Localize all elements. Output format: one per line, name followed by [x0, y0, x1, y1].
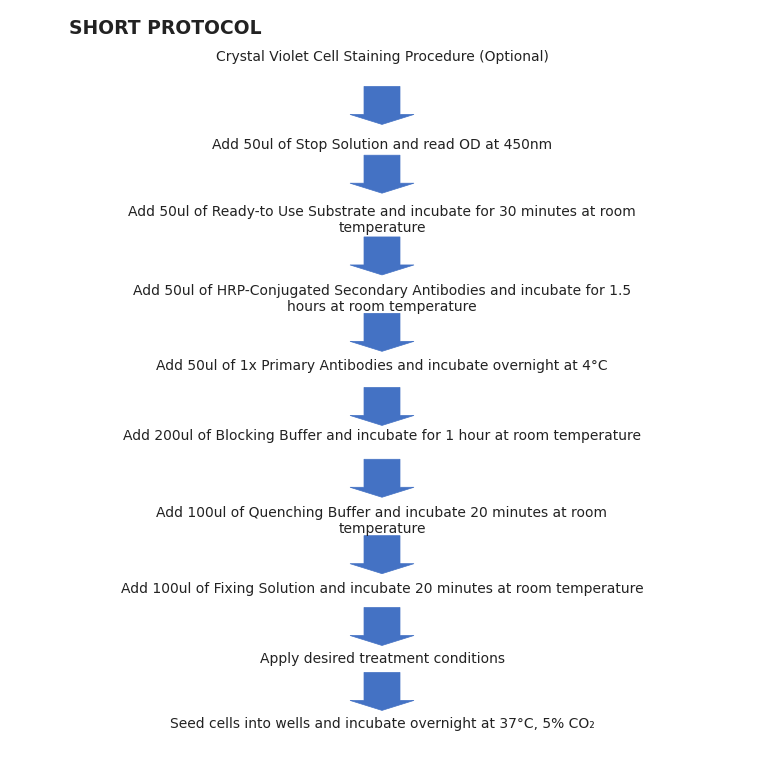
- Text: Add 100ul of Quenching Buffer and incubate 20 minutes at room
temperature: Add 100ul of Quenching Buffer and incuba…: [157, 506, 607, 536]
- Text: Add 50ul of HRP-Conjugated Secondary Antibodies and incubate for 1.5
hours at ro: Add 50ul of HRP-Conjugated Secondary Ant…: [133, 284, 631, 315]
- Polygon shape: [350, 387, 414, 426]
- Polygon shape: [350, 459, 414, 497]
- Text: SHORT PROTOCOL: SHORT PROTOCOL: [69, 19, 261, 38]
- Polygon shape: [350, 313, 414, 351]
- Text: Add 50ul of 1x Primary Antibodies and incubate overnight at 4°C: Add 50ul of 1x Primary Antibodies and in…: [156, 359, 608, 373]
- Text: Crystal Violet Cell Staining Procedure (Optional): Crystal Violet Cell Staining Procedure (…: [215, 50, 549, 63]
- Text: Add 100ul of Fixing Solution and incubate 20 minutes at room temperature: Add 100ul of Fixing Solution and incubat…: [121, 582, 643, 596]
- Polygon shape: [350, 86, 414, 125]
- Polygon shape: [350, 155, 414, 193]
- Text: Add 50ul of Ready-to Use Substrate and incubate for 30 minutes at room
temperatu: Add 50ul of Ready-to Use Substrate and i…: [128, 205, 636, 235]
- Text: Add 50ul of Stop Solution and read OD at 450nm: Add 50ul of Stop Solution and read OD at…: [212, 138, 552, 151]
- Polygon shape: [350, 536, 414, 574]
- Polygon shape: [350, 237, 414, 275]
- Polygon shape: [350, 672, 414, 711]
- Text: Apply desired treatment conditions: Apply desired treatment conditions: [260, 652, 504, 665]
- Text: Add 200ul of Blocking Buffer and incubate for 1 hour at room temperature: Add 200ul of Blocking Buffer and incubat…: [123, 429, 641, 443]
- Polygon shape: [350, 607, 414, 646]
- Text: Seed cells into wells and incubate overnight at 37°C, 5% CO₂: Seed cells into wells and incubate overn…: [170, 717, 594, 730]
